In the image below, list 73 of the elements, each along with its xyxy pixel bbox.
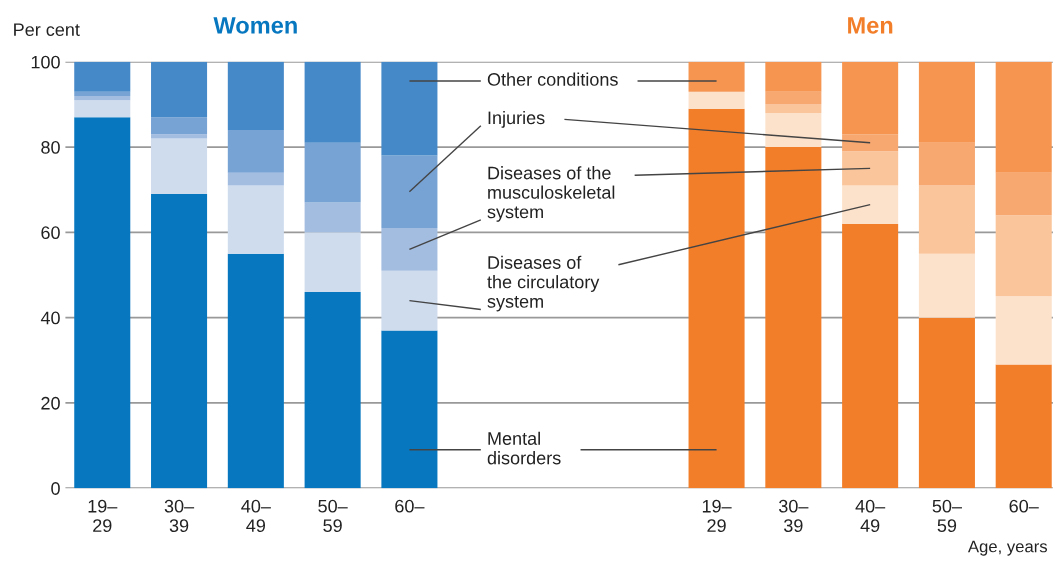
bar — [918, 185, 975, 254]
bar — [227, 253, 284, 489]
x-tick-label: 60– — [395, 499, 425, 513]
bar — [381, 155, 438, 229]
x-tick-label: 40– 49 — [241, 499, 271, 533]
bar — [151, 61, 208, 118]
text: Diseases of the musculoskeletal system — [487, 166, 615, 222]
bar — [304, 232, 361, 293]
bar — [995, 172, 1052, 216]
bar — [765, 104, 822, 113]
x-tick-label: 50– 59 — [318, 499, 348, 533]
text: Other conditions — [487, 72, 618, 86]
y-tick-label: 100 — [31, 55, 60, 69]
bar — [842, 151, 899, 186]
y-tick-label: 0 — [51, 482, 60, 495]
bar — [765, 112, 822, 148]
bar — [995, 215, 1052, 297]
x-tick-label: 30– 39 — [778, 499, 809, 533]
bar — [151, 117, 208, 135]
bar — [74, 100, 131, 118]
x-tick-label: 19– 29 — [88, 499, 118, 533]
text: Injuries — [488, 110, 545, 128]
y-tick-label: 40 — [40, 311, 60, 325]
text: Men — [848, 17, 893, 34]
y-tick-label: 80 — [41, 141, 60, 154]
bar — [381, 270, 438, 331]
y-tick-label: 60 — [41, 226, 60, 240]
bar — [304, 61, 361, 143]
bar — [74, 91, 131, 96]
bar — [995, 61, 1052, 173]
bar — [304, 202, 361, 233]
text: Diseases of the circulatory system — [487, 255, 600, 312]
bar — [227, 185, 284, 254]
bar — [381, 228, 438, 271]
bar — [74, 61, 131, 92]
bar — [918, 142, 975, 186]
bar — [995, 296, 1052, 365]
bar — [227, 172, 284, 186]
bar — [688, 61, 745, 92]
bar — [918, 253, 975, 318]
bar — [227, 61, 284, 131]
text: Women — [213, 17, 297, 34]
bar — [381, 61, 438, 156]
bar — [842, 61, 899, 135]
bar — [918, 317, 975, 489]
bar — [765, 61, 822, 92]
bar — [765, 91, 822, 105]
bar — [151, 138, 208, 194]
x-tick-label: 40– 49 — [855, 499, 886, 533]
bar — [688, 91, 745, 109]
bar — [842, 185, 899, 224]
bar — [995, 364, 1052, 489]
bar — [842, 134, 899, 152]
bar — [74, 95, 131, 101]
x-axis-title: Age, years — [967, 540, 1048, 556]
bar — [227, 130, 284, 173]
bar — [381, 330, 438, 489]
x-tick-label: 50– 59 — [932, 499, 962, 533]
x-tick-label: 30– 39 — [164, 499, 195, 533]
x-tick-label: 60– — [1009, 499, 1039, 513]
bar — [151, 193, 208, 489]
bar — [842, 223, 899, 489]
bar — [74, 117, 131, 489]
bar — [688, 108, 745, 489]
bar — [304, 292, 361, 489]
text: Mental disorders — [487, 431, 561, 465]
y-axis-title: Per cent — [14, 23, 80, 37]
bar — [304, 142, 361, 203]
bar — [765, 147, 822, 489]
y-tick-label: 20 — [41, 396, 60, 410]
x-tick-label: 19– 29 — [702, 499, 732, 533]
bar — [151, 134, 208, 139]
bar — [918, 61, 975, 143]
